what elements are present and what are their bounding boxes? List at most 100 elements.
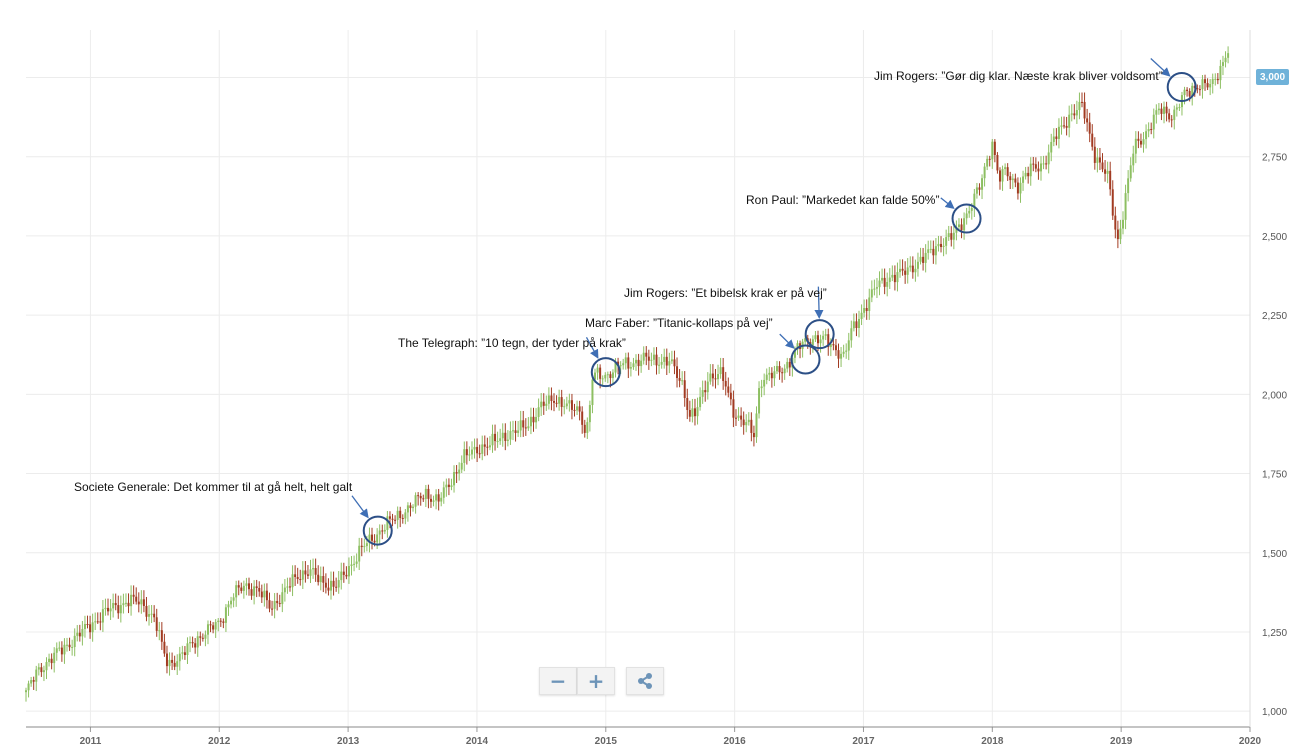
candle <box>368 527 371 553</box>
candle <box>658 356 661 374</box>
candle <box>422 494 425 502</box>
candle <box>160 622 163 650</box>
candle <box>332 571 335 596</box>
candle <box>875 278 878 299</box>
candle <box>904 261 907 284</box>
arrow-marc-faber <box>779 333 795 349</box>
candle <box>122 593 125 614</box>
candle <box>714 368 717 389</box>
candle <box>588 400 591 432</box>
candle <box>768 366 771 382</box>
candle <box>934 238 937 265</box>
candle <box>729 383 732 406</box>
candle <box>483 435 486 457</box>
candle <box>837 343 840 368</box>
candle <box>770 367 773 388</box>
candle <box>865 299 868 320</box>
candle <box>550 387 553 411</box>
candle <box>112 593 115 618</box>
candle <box>209 620 212 633</box>
candle <box>670 350 673 364</box>
candle <box>1155 104 1158 124</box>
candle <box>412 504 415 512</box>
candle <box>358 537 361 571</box>
candle <box>1001 165 1004 191</box>
candle <box>1057 118 1060 149</box>
candle <box>652 347 655 366</box>
candle <box>25 687 27 702</box>
candle <box>906 258 909 284</box>
candle <box>565 396 568 410</box>
candle <box>317 565 320 586</box>
candle <box>396 506 399 529</box>
candle <box>463 441 466 472</box>
candle <box>711 364 714 387</box>
candle <box>547 387 550 410</box>
candle <box>968 205 971 218</box>
candle <box>1134 131 1137 164</box>
candle <box>127 593 130 614</box>
candle <box>819 334 822 353</box>
candle <box>1170 115 1173 128</box>
candle <box>1214 73 1217 86</box>
candle <box>465 441 468 465</box>
candle <box>983 163 986 187</box>
candle <box>665 348 668 376</box>
y-tick-label: 1,750 <box>1262 470 1287 481</box>
candle <box>499 428 502 445</box>
candle <box>1198 85 1201 96</box>
candle <box>624 352 627 370</box>
candle <box>911 256 914 279</box>
share-icon <box>638 673 652 689</box>
candle <box>583 419 586 438</box>
x-tick-label: 2014 <box>466 736 489 747</box>
candle <box>773 365 776 387</box>
annotation-telegraph: The Telegraph: ”10 tegn, der tyder på kr… <box>398 336 626 350</box>
candle <box>924 244 927 273</box>
candle <box>286 577 289 594</box>
candle <box>673 350 676 375</box>
candle <box>573 403 576 417</box>
candle <box>963 212 966 240</box>
candle <box>186 637 189 665</box>
candle <box>896 262 899 292</box>
candle <box>1157 102 1160 115</box>
candle <box>488 436 491 451</box>
candle <box>496 431 499 448</box>
zoom-out-button[interactable]: − <box>539 667 577 695</box>
candle <box>676 357 679 388</box>
candle <box>399 506 402 528</box>
highlight-circle-telegraph <box>590 357 621 388</box>
candle <box>745 414 748 433</box>
candle <box>291 565 294 597</box>
candle <box>606 371 609 384</box>
candle <box>173 655 176 671</box>
candle <box>1132 145 1135 173</box>
candle <box>1160 103 1163 121</box>
candle <box>688 400 691 422</box>
candle <box>642 346 645 365</box>
candle <box>532 407 535 432</box>
candle <box>1219 59 1222 89</box>
candle <box>1122 211 1125 235</box>
candle <box>419 492 422 506</box>
candle <box>304 561 307 583</box>
candle <box>540 393 543 416</box>
candle <box>737 407 740 421</box>
candle <box>922 247 925 271</box>
zoom-in-button[interactable]: + <box>577 667 615 695</box>
share-button[interactable] <box>626 667 664 695</box>
candle <box>647 349 650 370</box>
candle <box>511 420 514 441</box>
candle <box>476 438 479 463</box>
candle <box>740 407 743 427</box>
candle <box>632 357 635 370</box>
candle <box>409 502 412 517</box>
candle <box>1114 206 1117 239</box>
candle <box>704 380 707 402</box>
candle <box>1042 155 1045 170</box>
candle <box>414 492 417 514</box>
candle <box>45 657 48 680</box>
candle <box>1032 156 1035 172</box>
candle <box>281 583 284 613</box>
